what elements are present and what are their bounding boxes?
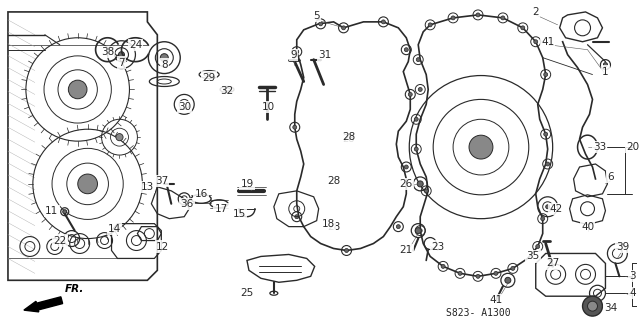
Text: 12: 12 bbox=[156, 241, 169, 251]
Circle shape bbox=[604, 63, 607, 67]
Circle shape bbox=[424, 189, 428, 193]
Text: 28: 28 bbox=[327, 176, 340, 186]
Text: 24: 24 bbox=[129, 40, 142, 50]
Text: 28: 28 bbox=[342, 132, 355, 142]
Text: 35: 35 bbox=[526, 251, 540, 262]
Text: 18: 18 bbox=[322, 219, 335, 229]
Text: 7: 7 bbox=[118, 58, 125, 68]
Text: 20: 20 bbox=[626, 142, 639, 152]
Circle shape bbox=[476, 13, 480, 17]
Circle shape bbox=[582, 296, 602, 316]
Text: 14: 14 bbox=[108, 224, 121, 234]
Circle shape bbox=[68, 80, 87, 99]
Circle shape bbox=[505, 277, 511, 283]
Text: 6: 6 bbox=[607, 172, 614, 182]
Text: 5: 5 bbox=[314, 11, 320, 21]
Text: 1: 1 bbox=[602, 67, 609, 77]
Circle shape bbox=[344, 249, 349, 252]
Text: 3: 3 bbox=[629, 271, 636, 281]
Circle shape bbox=[546, 205, 550, 209]
Circle shape bbox=[295, 50, 299, 54]
Text: 42: 42 bbox=[549, 204, 563, 214]
Text: 25: 25 bbox=[241, 288, 253, 298]
Text: 16: 16 bbox=[195, 189, 208, 199]
Circle shape bbox=[417, 181, 423, 187]
Circle shape bbox=[541, 217, 545, 221]
Text: 9: 9 bbox=[291, 50, 297, 60]
Text: 2: 2 bbox=[532, 7, 539, 17]
Circle shape bbox=[544, 132, 548, 136]
Text: 41: 41 bbox=[490, 295, 502, 305]
Circle shape bbox=[118, 52, 124, 58]
Circle shape bbox=[458, 271, 462, 275]
Circle shape bbox=[451, 16, 455, 20]
Circle shape bbox=[544, 72, 548, 77]
FancyArrow shape bbox=[24, 297, 63, 312]
Text: 37: 37 bbox=[155, 176, 168, 186]
Text: 28: 28 bbox=[327, 222, 340, 232]
Circle shape bbox=[414, 147, 418, 151]
Circle shape bbox=[476, 274, 480, 278]
Text: 41: 41 bbox=[541, 37, 554, 47]
Text: 29: 29 bbox=[202, 72, 216, 83]
Text: 10: 10 bbox=[262, 102, 275, 112]
Text: 40: 40 bbox=[581, 222, 594, 232]
Circle shape bbox=[342, 26, 346, 30]
Text: 4: 4 bbox=[629, 288, 636, 298]
Text: 36: 36 bbox=[180, 199, 194, 209]
Circle shape bbox=[408, 93, 412, 96]
Text: S823- A1300: S823- A1300 bbox=[445, 308, 510, 318]
Circle shape bbox=[292, 125, 297, 129]
Circle shape bbox=[501, 16, 505, 20]
Text: 23: 23 bbox=[431, 241, 445, 251]
Text: 21: 21 bbox=[399, 246, 413, 256]
Circle shape bbox=[534, 40, 538, 44]
Circle shape bbox=[511, 266, 515, 271]
Text: FR.: FR. bbox=[65, 284, 84, 294]
Circle shape bbox=[63, 210, 67, 214]
Text: 8: 8 bbox=[161, 60, 168, 70]
Circle shape bbox=[116, 134, 123, 141]
Circle shape bbox=[415, 228, 421, 234]
Text: 27: 27 bbox=[546, 258, 559, 268]
Text: 34: 34 bbox=[604, 303, 617, 313]
Text: 32: 32 bbox=[220, 86, 234, 96]
Circle shape bbox=[78, 174, 97, 194]
Text: 26: 26 bbox=[399, 179, 413, 189]
Text: 11: 11 bbox=[45, 206, 58, 216]
Text: 19: 19 bbox=[241, 179, 253, 189]
Circle shape bbox=[396, 225, 400, 229]
Circle shape bbox=[295, 215, 299, 219]
Circle shape bbox=[418, 87, 422, 92]
Text: 13: 13 bbox=[141, 182, 154, 192]
Text: 39: 39 bbox=[616, 241, 629, 251]
Circle shape bbox=[546, 162, 550, 166]
Text: 22: 22 bbox=[53, 235, 67, 246]
Text: 33: 33 bbox=[593, 142, 606, 152]
Circle shape bbox=[469, 135, 493, 159]
Circle shape bbox=[414, 117, 418, 121]
Circle shape bbox=[319, 22, 323, 26]
Text: 28: 28 bbox=[342, 134, 355, 144]
Text: 38: 38 bbox=[101, 47, 114, 57]
Circle shape bbox=[441, 264, 445, 268]
Text: 15: 15 bbox=[232, 209, 246, 219]
Text: 31: 31 bbox=[318, 50, 332, 60]
Circle shape bbox=[404, 48, 408, 52]
Circle shape bbox=[521, 26, 525, 30]
Circle shape bbox=[536, 245, 540, 249]
Circle shape bbox=[161, 54, 168, 62]
Circle shape bbox=[494, 271, 498, 275]
Circle shape bbox=[416, 58, 420, 62]
Circle shape bbox=[418, 229, 422, 233]
Circle shape bbox=[588, 301, 598, 311]
Circle shape bbox=[381, 20, 385, 24]
Circle shape bbox=[428, 23, 432, 27]
Circle shape bbox=[404, 165, 408, 169]
Text: 30: 30 bbox=[178, 102, 191, 112]
Text: 17: 17 bbox=[214, 204, 228, 214]
